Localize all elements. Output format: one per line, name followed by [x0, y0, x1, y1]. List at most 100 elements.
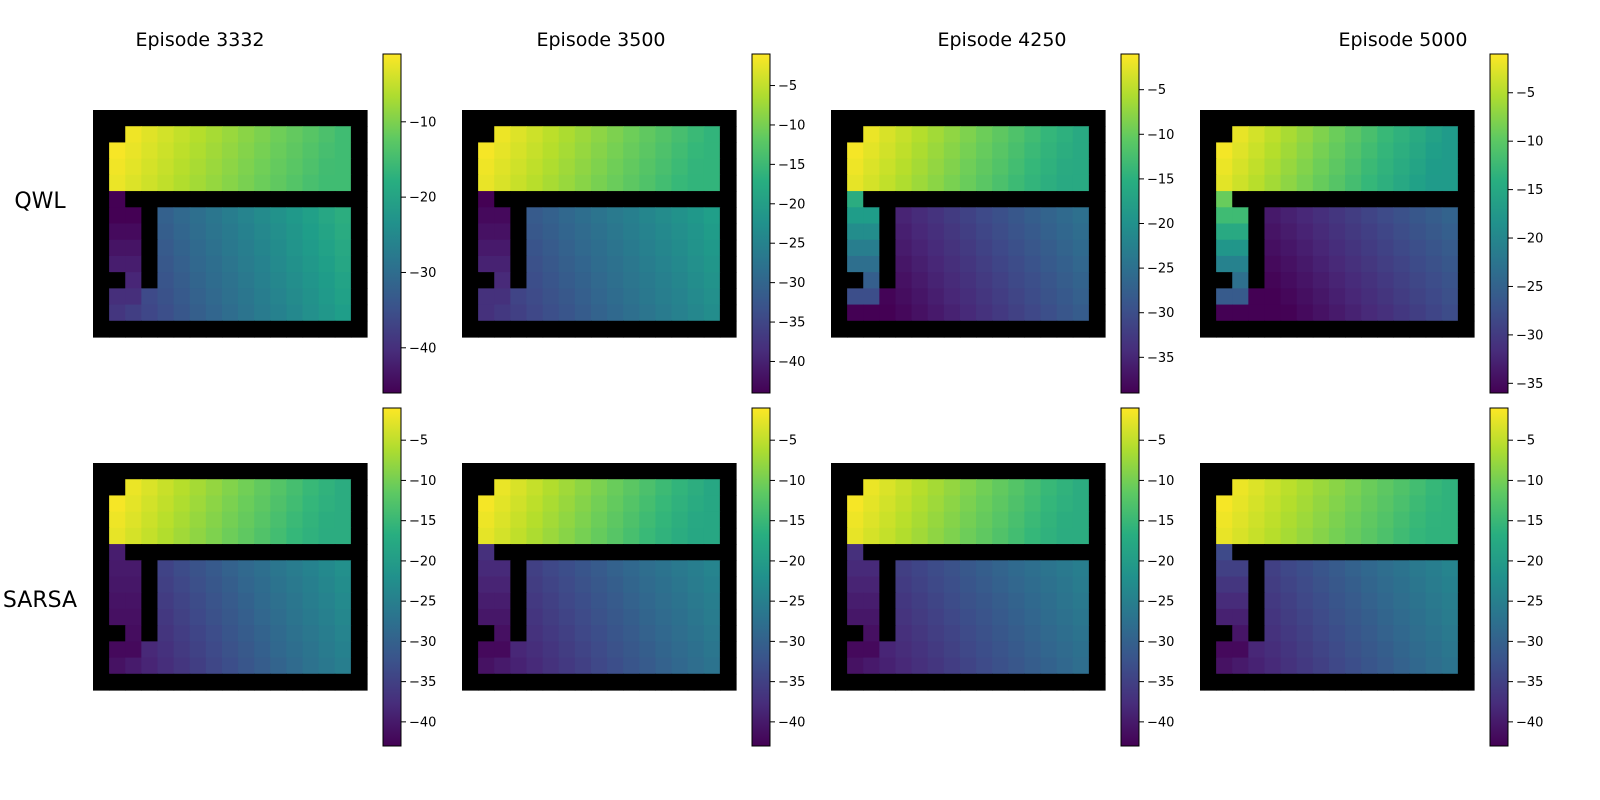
- heatmap-cell: [1040, 126, 1058, 144]
- heatmap-cell: [286, 576, 304, 594]
- heatmap-cell: [1457, 608, 1475, 626]
- heatmap-cell: [462, 255, 479, 273]
- panel-sarsa-4: −5−10−15−20−25−30−35−40: [1200, 407, 1543, 747]
- heatmap-cell: [238, 272, 255, 289]
- heatmap-cell: [943, 495, 961, 513]
- colorbar-tick-label: −15: [1516, 514, 1543, 529]
- heatmap-cell: [494, 641, 511, 659]
- heatmap-cell: [1072, 223, 1090, 241]
- heatmap-cell: [719, 191, 737, 208]
- heatmap-cell: [703, 174, 721, 192]
- heatmap-cell: [286, 479, 304, 497]
- heatmap-cell: [927, 479, 945, 497]
- heatmap-cell: [494, 207, 511, 225]
- column-title-1: Episode 3332: [135, 29, 264, 51]
- heatmap-cell: [462, 223, 479, 241]
- heatmap-cell: [1393, 673, 1411, 691]
- heatmap-cell: [173, 239, 191, 257]
- heatmap-cell: [1056, 110, 1074, 127]
- heatmap-cell: [590, 527, 608, 545]
- heatmap-cell: [1040, 223, 1058, 241]
- heatmap-cell: [1312, 158, 1330, 176]
- heatmap-cell: [1328, 560, 1346, 578]
- heatmap-cell: [623, 625, 640, 642]
- heatmap-cell: [221, 625, 239, 642]
- heatmap-cell: [1264, 608, 1282, 626]
- heatmap-cell: [1425, 174, 1443, 192]
- heatmap-cell: [959, 641, 977, 659]
- heatmap-cell: [1200, 320, 1217, 338]
- heatmap-cell: [943, 223, 961, 241]
- heatmap-cell: [879, 657, 897, 675]
- colorbar-tick-label: −30: [1516, 635, 1543, 650]
- heatmap-cell: [157, 174, 175, 192]
- heatmap-cell: [302, 255, 320, 273]
- heatmap-cell: [1425, 511, 1443, 529]
- heatmap-cell: [173, 463, 191, 480]
- heatmap-cell: [221, 511, 239, 529]
- heatmap-cell: [189, 463, 207, 480]
- heatmap-cell: [510, 625, 528, 642]
- heatmap-cell: [478, 223, 495, 241]
- heatmap-cell: [1216, 463, 1233, 480]
- heatmap-cell: [655, 479, 673, 497]
- heatmap-cell: [1393, 625, 1411, 642]
- heatmap-cell: [1296, 495, 1314, 513]
- heatmap-cell: [574, 576, 592, 594]
- heatmap-cell: [879, 142, 897, 160]
- heatmap-cell: [607, 272, 624, 289]
- heatmap-cell: [205, 126, 223, 144]
- heatmap-cell: [494, 158, 511, 176]
- heatmap-cell: [141, 239, 159, 257]
- heatmap-cell: [1393, 527, 1411, 545]
- heatmap-cell: [93, 288, 110, 306]
- heatmap-cell: [1409, 479, 1427, 497]
- heatmap-cell: [1264, 191, 1282, 208]
- heatmap-cell: [831, 544, 848, 561]
- heatmap-cell: [1409, 272, 1427, 289]
- heatmap-cell: [478, 320, 495, 338]
- heatmap-cell: [911, 255, 929, 273]
- heatmap-cell: [671, 560, 689, 578]
- heatmap-cell: [318, 158, 336, 176]
- heatmap-cell: [639, 608, 657, 626]
- column-title-3: Episode 4250: [937, 29, 1066, 51]
- heatmap-cell: [574, 657, 592, 675]
- colorbar-tick-label: −10: [1147, 128, 1174, 143]
- heatmap-cell: [1345, 560, 1362, 578]
- colorbar-tick-label: −30: [778, 635, 805, 650]
- heatmap-cell: [93, 592, 110, 610]
- heatmap-cell: [205, 191, 223, 208]
- heatmap-cell: [1232, 158, 1249, 176]
- heatmap-cell: [623, 657, 640, 675]
- heatmap-cell: [1040, 255, 1058, 273]
- heatmap-cell: [574, 495, 592, 513]
- heatmap-cell: [1377, 272, 1395, 289]
- heatmap-cell: [1312, 142, 1330, 160]
- heatmap-cell: [141, 320, 159, 338]
- heatmap-cell: [831, 255, 848, 273]
- heatmap-cell: [879, 320, 897, 338]
- heatmap-cell: [526, 207, 544, 225]
- heatmap-cell: [1393, 511, 1411, 529]
- heatmap-cell: [157, 320, 175, 338]
- heatmap-cell: [205, 576, 223, 594]
- heatmap-cell: [623, 223, 640, 241]
- heatmap-cell: [607, 625, 624, 642]
- heatmap-cell: [927, 304, 945, 322]
- heatmap-cell: [1377, 479, 1395, 497]
- heatmap-cell: [687, 527, 705, 545]
- heatmap-cell: [318, 479, 336, 497]
- heatmap-cell: [238, 463, 255, 480]
- heatmap-cell: [1040, 463, 1058, 480]
- heatmap-cell: [286, 207, 304, 225]
- heatmap-cell: [478, 527, 495, 545]
- heatmap-cell: [1280, 673, 1298, 691]
- heatmap-cell: [1345, 191, 1362, 208]
- colorbar-tick-label: −40: [1147, 715, 1174, 730]
- heatmap-cell: [1200, 288, 1217, 306]
- heatmap-cell: [494, 174, 511, 192]
- heatmap-cell: [1457, 288, 1475, 306]
- heatmap-cell: [943, 207, 961, 225]
- heatmap-cell: [157, 657, 175, 675]
